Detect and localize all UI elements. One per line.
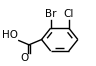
Text: HO: HO — [2, 30, 18, 40]
Text: Cl: Cl — [64, 9, 74, 19]
Text: O: O — [20, 53, 29, 63]
Text: Br: Br — [45, 9, 56, 19]
